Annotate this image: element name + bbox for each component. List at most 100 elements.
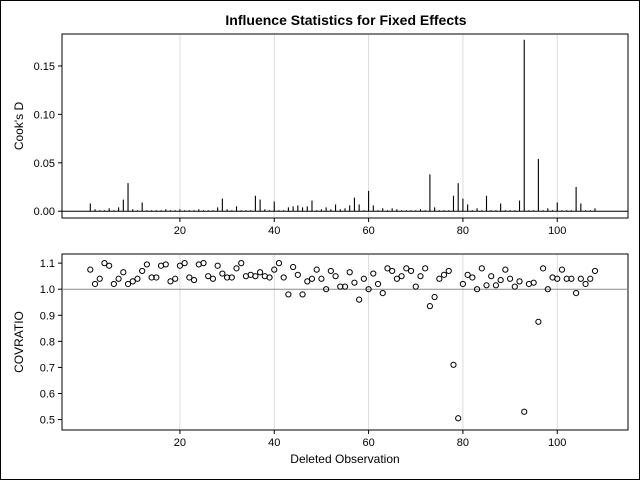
cooks-d-y-tick-label: 0.10 (34, 109, 55, 121)
covratio-point (459, 280, 467, 288)
covratio-point (365, 286, 372, 293)
covratio-point (190, 276, 198, 284)
cooks-d-needles (89, 39, 596, 212)
covratio-point (332, 273, 339, 280)
covratio-point (450, 361, 457, 368)
covratio-point (162, 261, 169, 268)
covratio-point (492, 282, 500, 289)
covratio-point (304, 278, 311, 285)
covratio-point (228, 274, 235, 281)
covratio-point (346, 269, 353, 276)
covratio-point (308, 275, 316, 282)
covratio-point (290, 263, 297, 271)
covratio-point (412, 283, 419, 290)
covratio-point (469, 274, 476, 281)
covratio-point (407, 267, 415, 275)
covratio-point (540, 265, 547, 272)
covratio-point (181, 260, 188, 267)
covratio-point (431, 293, 438, 301)
covratio-point (252, 273, 259, 280)
covratio-point (139, 267, 146, 275)
covratio-point (186, 274, 193, 281)
cooks-d-x-axis: 20 40 60 80 100 (174, 218, 566, 237)
cooks-d-y-axis: 0.00 0.05 0.10 0.15 (34, 61, 62, 218)
cooks-d-y-tick-label: 0.15 (34, 61, 55, 73)
covratio-point (115, 275, 122, 282)
cooks-d-y-label: Cook's D (12, 102, 26, 151)
covratio-point (577, 275, 584, 282)
covratio-point (445, 267, 452, 275)
covratio-point (360, 275, 367, 282)
covratio-point (530, 279, 537, 286)
covratio-point (219, 270, 226, 277)
covratio-point (558, 266, 566, 273)
covratio-point (455, 415, 462, 422)
covratio-x-tick-label: 60 (362, 437, 374, 449)
covratio-point (464, 271, 471, 278)
covratio-point (200, 260, 207, 267)
cooks-d-x-tick-label: 40 (268, 225, 280, 237)
covratio-y-tick-label: 1.0 (40, 284, 55, 296)
covratio-point (440, 271, 448, 278)
covratio-point (299, 291, 306, 298)
covratio-y-label: COVRATIO (12, 311, 26, 373)
cooks-d-x-tick-label: 20 (174, 225, 186, 237)
cooks-d-y-tick-label: 0.05 (34, 158, 55, 170)
cooks-d-x-tick-label: 80 (457, 225, 469, 237)
covratio-point (544, 286, 551, 293)
covratio-y-tick-label: 0.9 (40, 310, 55, 322)
covratio-points (87, 260, 599, 422)
covratio-point (266, 274, 273, 281)
covratio-point (134, 275, 141, 282)
covratio-x-label: Deleted Observation (290, 452, 399, 466)
covratio-y-axis: 0.5 0.6 0.7 0.8 0.9 1.0 1.1 (40, 258, 62, 427)
covratio-point (422, 265, 429, 272)
covratio-point (110, 280, 117, 288)
covratio-point (506, 275, 514, 282)
covratio-point (426, 303, 433, 310)
covratio-point (582, 280, 589, 288)
covratio-point (341, 283, 349, 290)
covratio-point (318, 275, 325, 282)
covratio-point (436, 275, 443, 282)
covratio-point (271, 266, 278, 273)
covratio-y-tick-label: 0.8 (40, 336, 55, 348)
covratio-point (379, 290, 386, 297)
covratio-point (238, 260, 245, 267)
chart-title: Influence Statistics for Fixed Effects (225, 12, 466, 28)
covratio-point (176, 262, 184, 269)
covratio-point (120, 269, 127, 276)
covratio-point (143, 261, 150, 268)
covratio-x-tick-label: 80 (457, 437, 469, 449)
covratio-point (502, 266, 509, 273)
covratio-point (327, 267, 334, 275)
covratio-y-tick-label: 1.1 (40, 258, 55, 270)
covratio-point (257, 269, 264, 276)
covratio-x-axis: 20 40 60 80 100 (174, 430, 566, 449)
covratio-point (205, 273, 212, 280)
covratio-point (483, 282, 490, 289)
covratio-point (554, 275, 561, 282)
cooks-d-gridlines (179, 35, 558, 217)
covratio-point (516, 278, 523, 285)
covratio-panel: 0.5 0.6 0.7 0.8 0.9 1.0 1.1 20 40 60 80 100 COVRAT… (12, 253, 629, 466)
covratio-point (393, 275, 400, 282)
covratio-point (591, 267, 599, 275)
cooks-d-x-tick-label: 60 (362, 225, 374, 237)
covratio-point (568, 275, 575, 282)
covratio-point (124, 280, 132, 288)
covratio-point (417, 273, 424, 280)
covratio-point (356, 296, 363, 303)
covratio-point (214, 262, 221, 269)
cooks-d-y-tick-label: 0.00 (34, 206, 55, 218)
covratio-point (294, 271, 301, 278)
covratio-point (106, 262, 113, 269)
covratio-point (233, 265, 240, 272)
covratio-point (167, 278, 174, 285)
covratio-point (351, 279, 358, 286)
cooks-d-x-tick-label: 100 (548, 225, 566, 237)
covratio-point (374, 280, 382, 288)
covratio-point (323, 286, 330, 293)
covratio-point (313, 266, 320, 273)
